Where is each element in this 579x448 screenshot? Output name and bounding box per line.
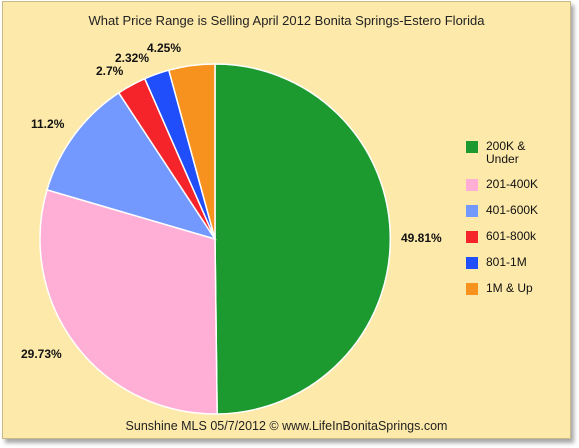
slice-label-5: 4.25% xyxy=(147,41,181,55)
slice-label-0: 49.81% xyxy=(401,231,442,245)
chart-footer: Sunshine MLS 05/7/2012 © www.LifeInBonit… xyxy=(125,419,448,433)
legend-swatch-3 xyxy=(466,231,478,243)
pie-slice-1 xyxy=(39,188,218,415)
slice-label-3: 2.7% xyxy=(96,64,124,78)
pie-slice-2 xyxy=(46,91,217,241)
legend-item-2: 401-600K xyxy=(466,204,576,230)
slice-label-4: 2.32% xyxy=(115,51,149,65)
legend-swatch-1 xyxy=(466,179,478,191)
legend-label-2: 401-600K xyxy=(486,203,539,217)
pie-slice-5 xyxy=(167,63,216,240)
legend-item-5: 1M & Up xyxy=(466,282,576,308)
pie-slice-0 xyxy=(214,63,392,415)
pie-chart: 49.81% 29.73% 11.2% 2.7%2.32%4.25% xyxy=(21,41,442,415)
legend-swatch-5 xyxy=(466,283,478,295)
legend-item-0: 200K & Under xyxy=(466,140,576,178)
legend-swatch-4 xyxy=(466,257,478,269)
chart-title: What Price Range is Selling April 2012 B… xyxy=(88,13,485,28)
slice-label-1: 29.73% xyxy=(21,347,62,361)
legend-swatch-0 xyxy=(466,141,478,153)
legend-item-1: 201-400K xyxy=(466,178,576,204)
legend-label-3: 601-800k xyxy=(486,229,537,243)
legend-item-4: 801-1M xyxy=(466,256,576,282)
legend: 200K & Under 201-400K 401-600K 601-800k … xyxy=(466,140,576,308)
legend-label-1: 201-400K xyxy=(486,177,539,191)
legend-swatch-2 xyxy=(466,205,478,217)
legend-label-5: 1M & Up xyxy=(486,281,533,295)
legend-label-4: 801-1M xyxy=(486,255,527,269)
legend-item-3: 601-800k xyxy=(466,230,576,256)
legend-label-0: 200K & Under xyxy=(486,139,526,166)
chart-frame: What Price Range is Selling April 2012 B… xyxy=(2,1,571,439)
slice-label-2: 11.2% xyxy=(31,117,65,131)
